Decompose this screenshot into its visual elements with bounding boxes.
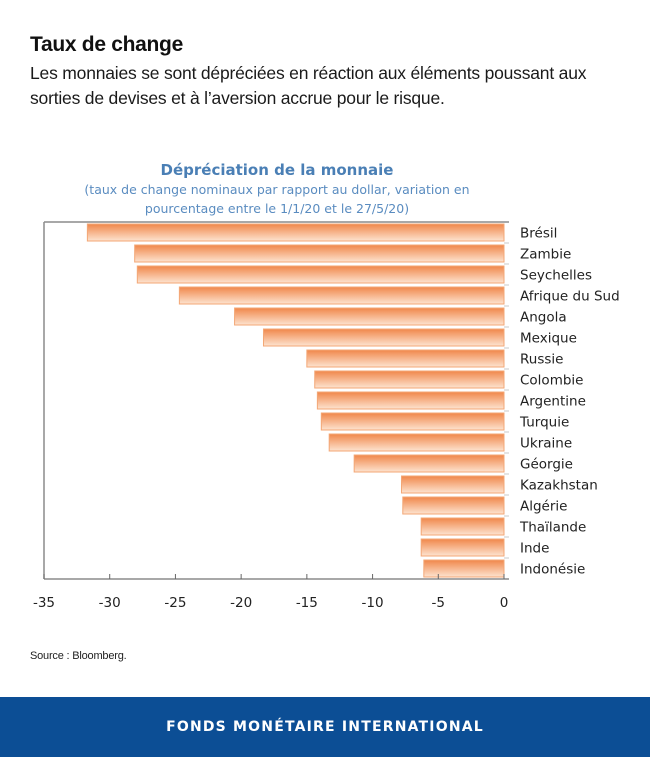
bars-group <box>86 223 505 578</box>
bar-géorgie <box>353 454 505 473</box>
category-label: Argentine <box>520 394 586 410</box>
category-label: Kazakhstan <box>520 478 598 494</box>
category-label: Turquie <box>519 415 569 431</box>
category-label: Inde <box>520 541 549 557</box>
bar-inde <box>420 538 505 557</box>
chart-subtitle-line-1: (taux de change nominaux par rapport au … <box>84 182 470 197</box>
source-note: Source : Bloomberg. <box>30 650 127 662</box>
bar-chart: Brésil Zambie Seychelles Afrique du Sud Ango… <box>33 221 620 612</box>
page-header: Taux de change Les monnaies se sont dépr… <box>30 32 640 111</box>
labels-group: Brésil Zambie Seychelles Afrique du Sud Ango… <box>33 226 620 612</box>
footer-label: FONDS MONÉTAIRE INTERNATIONAL <box>166 719 484 735</box>
chart-title-block: Dépréciation de la monnaie (taux de chan… <box>44 160 510 218</box>
bar-zambie <box>134 244 505 263</box>
x-tick-label: 0 <box>500 595 509 611</box>
bar-colombie <box>314 370 505 389</box>
bar-angola <box>234 307 505 326</box>
category-label: Thaïlande <box>519 520 586 536</box>
category-label: Seychelles <box>520 268 592 284</box>
x-tick-label: -15 <box>296 595 318 611</box>
category-label: Zambie <box>520 247 571 263</box>
bar-afrique-du-sud <box>178 286 505 305</box>
category-label: Afrique du Sud <box>520 289 620 305</box>
page-title: Taux de change <box>30 33 183 56</box>
page-subtitle: Les monnaies se sont dépréciées en réact… <box>30 63 587 108</box>
x-tick-label: -25 <box>164 595 186 611</box>
bar-russie <box>306 349 505 368</box>
bar-brésil <box>86 223 505 242</box>
chart-title: Dépréciation de la monnaie <box>160 161 394 179</box>
footer-banner: FONDS MONÉTAIRE INTERNATIONAL <box>0 697 650 757</box>
chart-subtitle-line-2: pourcentage entre le 1/1/20 et le 27/5/2… <box>144 201 410 216</box>
category-label: Indonésie <box>520 562 585 578</box>
bar-mexique <box>262 328 505 347</box>
bar-thaïlande <box>420 517 505 536</box>
bar-turquie <box>320 412 505 431</box>
x-tick-label: -5 <box>432 595 445 611</box>
category-label: Algérie <box>520 499 567 515</box>
x-tick-label: -10 <box>362 595 384 611</box>
category-label: Géorgie <box>520 457 573 473</box>
x-tick-label: -30 <box>99 595 121 611</box>
category-label: Russie <box>520 352 563 368</box>
axes-group <box>43 221 509 580</box>
x-tick-label: -20 <box>230 595 252 611</box>
bar-kazakhstan <box>400 475 505 494</box>
category-label: Colombie <box>520 373 583 389</box>
bar-seychelles <box>136 265 505 284</box>
category-label: Angola <box>520 310 567 326</box>
x-tick-label: -35 <box>33 595 55 611</box>
bar-indonésie <box>423 559 505 578</box>
category-label: Brésil <box>520 226 557 242</box>
category-label: Ukraine <box>520 436 572 452</box>
category-label: Mexique <box>520 331 577 347</box>
bar-argentine <box>316 391 505 410</box>
bar-ukraine <box>328 433 505 452</box>
bar-algérie <box>402 496 505 515</box>
